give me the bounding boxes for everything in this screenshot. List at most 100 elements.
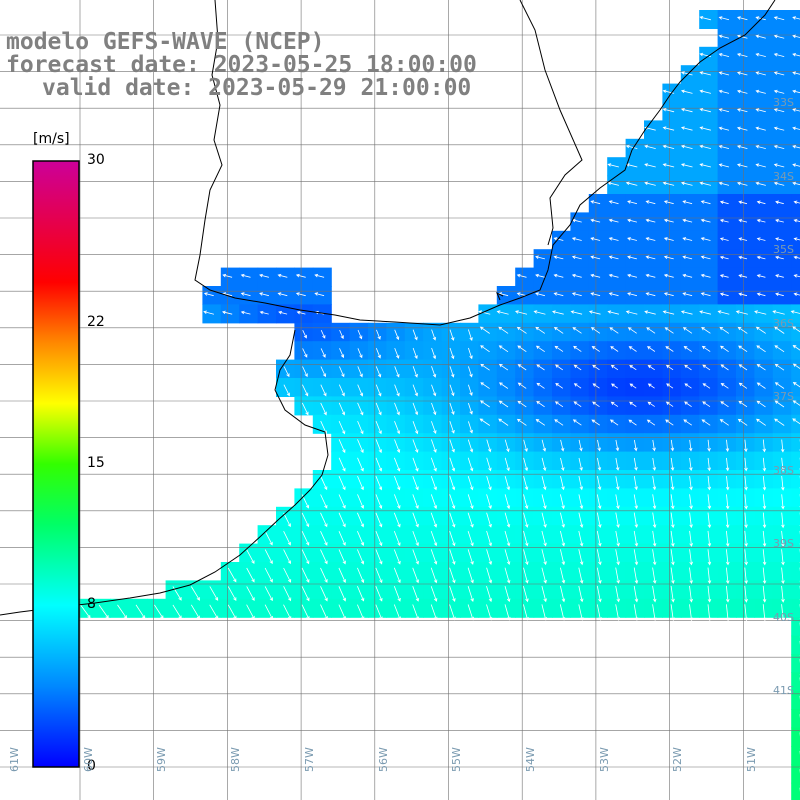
wind-cell [791, 690, 800, 710]
wind-arrow [773, 71, 785, 76]
wind-arrow [774, 363, 785, 371]
wind-arrow [357, 475, 364, 491]
wind-cell [791, 102, 800, 121]
wind-arrow [793, 237, 800, 241]
wind-arrow [608, 292, 619, 297]
wind-cell [791, 782, 800, 800]
wind-arrow [449, 549, 456, 565]
wind-arrow [516, 273, 527, 278]
wind-arrow [735, 310, 748, 315]
wind-arrow [277, 292, 288, 297]
wind-arrow [560, 549, 566, 566]
wind-arrow [430, 530, 438, 547]
wind-arrow [628, 346, 637, 352]
wind-arrow [533, 310, 546, 315]
latitude-label: 41S [773, 684, 794, 697]
latitude-label: 38S [773, 463, 794, 477]
wind-arrow [719, 326, 730, 334]
wind-arrow [338, 549, 346, 565]
wind-arrow [498, 418, 509, 426]
wind-arrow [611, 383, 619, 389]
wind-arrow [486, 604, 493, 621]
wind-arrow [412, 512, 419, 528]
colorbar-bar [32, 160, 80, 768]
wind-arrow [773, 126, 785, 131]
wind-arrow [670, 476, 675, 491]
wind-arrow [393, 512, 401, 528]
wind-arrow [633, 585, 639, 603]
wind-arrow [596, 512, 602, 529]
wind-arrow [504, 512, 511, 528]
wind-arrow [301, 586, 310, 602]
wind-arrow [737, 326, 748, 334]
wind-arrow [608, 255, 619, 260]
wind-arrow [227, 604, 237, 620]
wind-arrow [744, 439, 748, 453]
wind-arrow [560, 567, 566, 584]
wind-arrow [707, 439, 711, 452]
wind-cell [791, 175, 800, 195]
wind-arrow [736, 16, 748, 21]
wind-arrow [682, 237, 693, 241]
colorbar-tick-label: 8 [87, 596, 96, 613]
wind-arrow [467, 549, 474, 565]
wind-arrow [744, 457, 748, 472]
wind-arrow [762, 457, 767, 472]
wind-arrow [486, 512, 492, 528]
wind-arrow [320, 531, 328, 546]
wind-arrow [264, 586, 273, 602]
wind-arrow [762, 567, 767, 585]
valid-date: valid date: 2023-05-29 21:00:00 [42, 75, 472, 101]
wind-arrow [663, 200, 674, 205]
wind-cell [791, 46, 800, 66]
wind-arrow [412, 586, 420, 602]
wind-arrow [553, 255, 564, 260]
wind-arrow [615, 512, 620, 529]
wind-arrow [80, 604, 91, 619]
wind-arrow [780, 439, 785, 453]
wind-arrow [689, 512, 693, 529]
wind-arrow [240, 310, 251, 315]
wind-arrow [762, 439, 767, 453]
wind-arrow [792, 345, 800, 351]
wind-arrow [591, 419, 601, 426]
wind-arrow [468, 366, 473, 378]
wind-arrow [591, 346, 600, 352]
wind-arrow [449, 402, 455, 416]
wind-arrow [259, 273, 269, 278]
wind-arrow [718, 163, 730, 168]
wind-arrow [339, 366, 345, 378]
wind-arrow [590, 327, 601, 334]
wind-arrow [376, 329, 381, 340]
wind-arrow [615, 549, 620, 566]
wind-arrow [592, 364, 600, 371]
wind-arrow [670, 457, 675, 471]
wind-arrow [560, 476, 565, 491]
wind-cell [791, 506, 800, 526]
wind-arrow [646, 419, 656, 426]
wind-arrow [559, 604, 566, 621]
wind-arrow [357, 366, 363, 378]
wind-arrow [449, 329, 455, 341]
wind-arrow [689, 604, 694, 622]
wind-cell [791, 120, 800, 140]
wind-arrow [560, 494, 565, 510]
wind-arrow [499, 382, 509, 389]
wind-arrow [720, 383, 729, 389]
wind-arrow [578, 604, 584, 621]
wind-cell [791, 359, 800, 379]
wind-arrow [301, 567, 310, 583]
wind-arrow [781, 567, 785, 585]
wind-arrow [283, 366, 290, 378]
wind-arrow [755, 326, 766, 334]
colorbar-tick-label: 22 [87, 313, 105, 330]
wind-arrow [375, 420, 382, 435]
wind-cell [791, 580, 800, 600]
wind-arrow [774, 345, 785, 353]
wind-cell [791, 470, 800, 489]
wind-arrow [479, 418, 491, 426]
wind-arrow [736, 71, 748, 76]
wind-arrow [523, 475, 529, 491]
wind-arrow [792, 16, 800, 20]
